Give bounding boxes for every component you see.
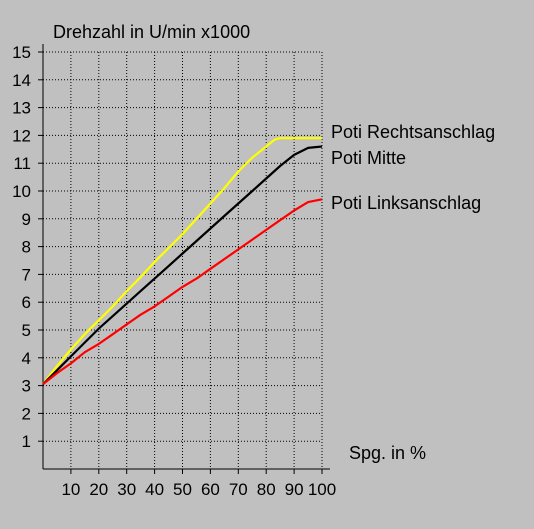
grid bbox=[43, 51, 323, 469]
x-tick-label: 10 bbox=[61, 480, 80, 499]
y-tick-label: 10 bbox=[12, 182, 31, 201]
series-labels: Poti Rechtsanschlag Poti Mitte Poti Linksa… bbox=[331, 122, 495, 213]
x-tick-label: 60 bbox=[201, 480, 220, 499]
series-label: Poti Rechtsanschlag bbox=[331, 122, 495, 142]
x-tick-label: 30 bbox=[117, 480, 136, 499]
y-axis-label: Drehzahl in U/min x1000 bbox=[53, 22, 250, 42]
x-tick-label: 80 bbox=[257, 480, 276, 499]
series-line bbox=[42, 198, 323, 386]
x-tick-label: 50 bbox=[173, 480, 192, 499]
tick-labels: 10 20 30 40 50 60 70 80 90 1001234567891011121314… bbox=[12, 43, 336, 499]
y-tick-label: 3 bbox=[22, 377, 31, 396]
y-tick-label: 6 bbox=[22, 293, 31, 312]
y-tick-label: 12 bbox=[12, 126, 31, 145]
y-tick-label: 7 bbox=[22, 265, 31, 284]
y-tick-label: 13 bbox=[12, 99, 31, 118]
y-tick-label: 5 bbox=[22, 321, 31, 340]
axes bbox=[38, 44, 330, 474]
series-line bbox=[42, 137, 322, 385]
y-tick-label: 14 bbox=[12, 71, 31, 90]
series-line bbox=[42, 145, 323, 385]
x-tick-label: 20 bbox=[89, 480, 108, 499]
series-lines bbox=[42, 137, 323, 386]
y-tick-label: 8 bbox=[22, 238, 31, 257]
x-tick-label: 40 bbox=[145, 480, 164, 499]
x-axis-label: Spg. in % bbox=[349, 443, 426, 463]
x-tick-label: 100 bbox=[308, 480, 336, 499]
series-label: Poti Linksanschlag bbox=[331, 193, 481, 213]
x-tick-label: 90 bbox=[285, 480, 304, 499]
x-tick-label: 70 bbox=[229, 480, 248, 499]
y-tick-label: 9 bbox=[22, 210, 31, 229]
y-tick-label: 11 bbox=[13, 154, 31, 173]
y-tick-label: 1 bbox=[22, 432, 31, 451]
y-tick-label: 2 bbox=[22, 404, 31, 423]
y-tick-label: 15 bbox=[12, 43, 31, 62]
series-label: Poti Mitte bbox=[331, 148, 406, 168]
y-tick-label: 4 bbox=[22, 349, 31, 368]
